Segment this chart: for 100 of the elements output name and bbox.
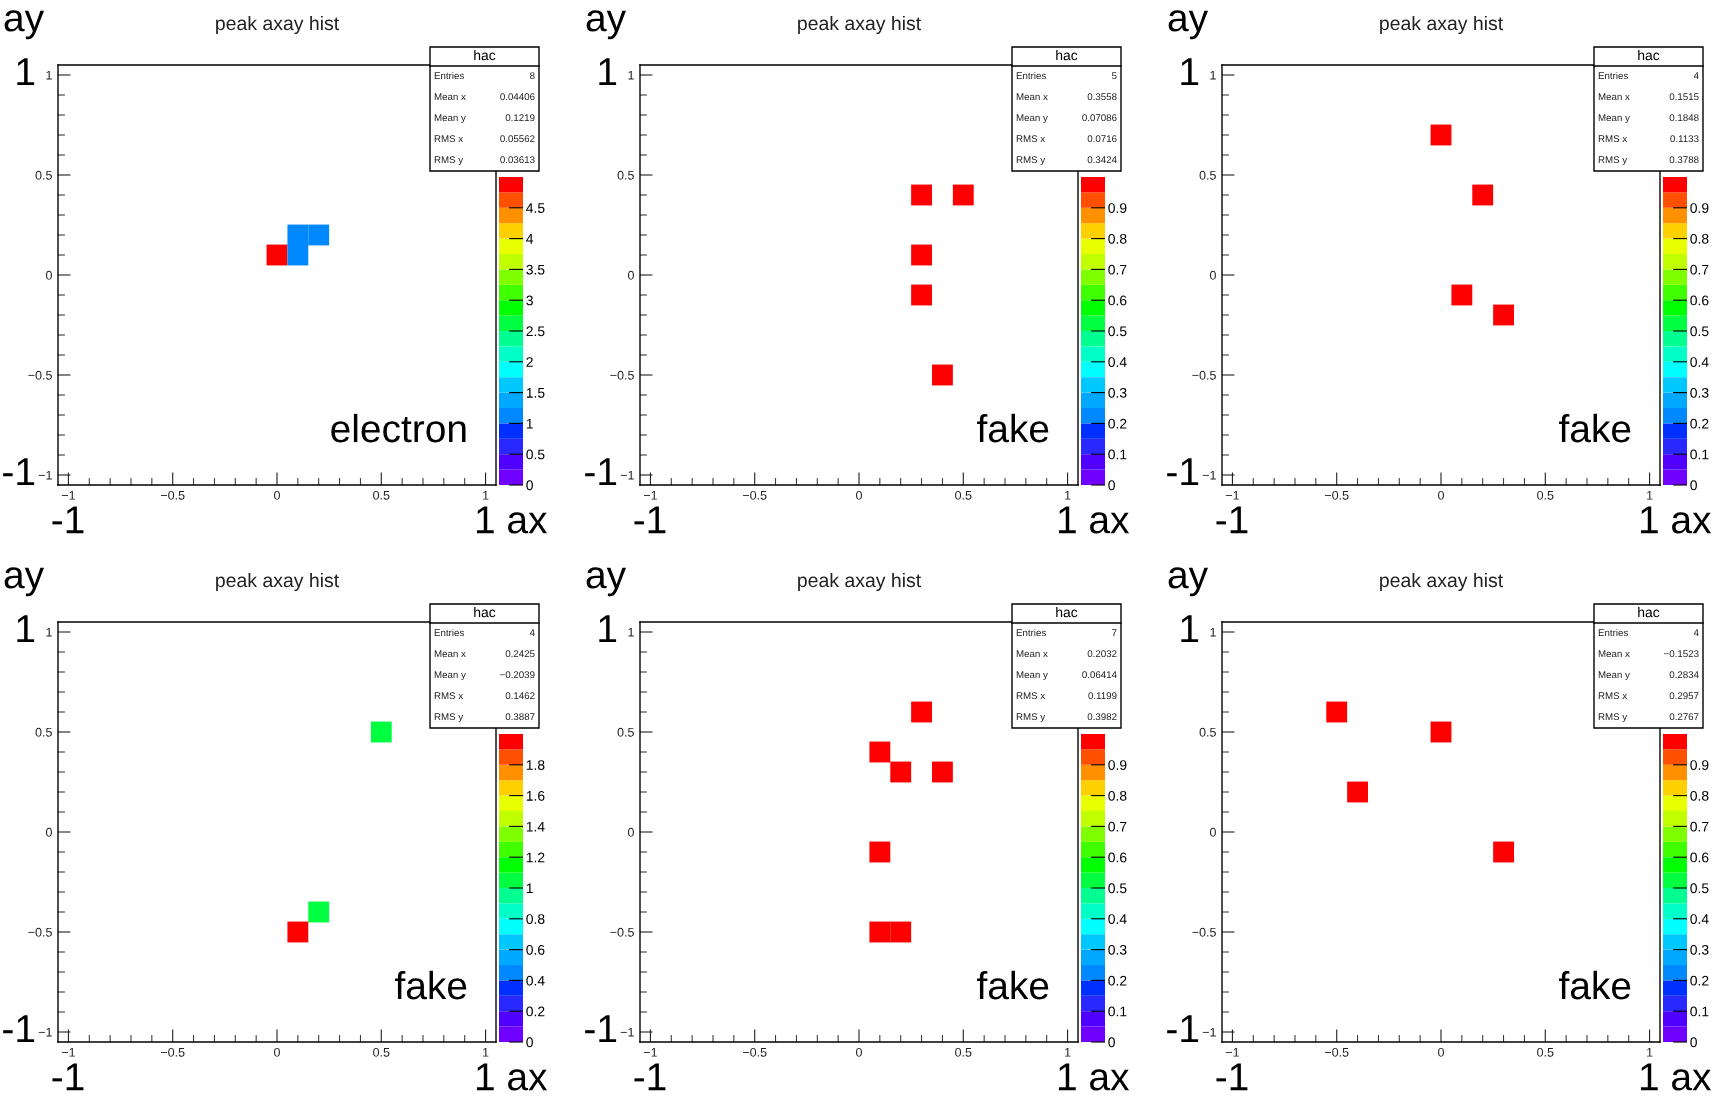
y-tick-label: 0 [45, 270, 52, 280]
text: ay [1168, 10, 1208, 40]
color-bar-label: 0.8 [1108, 233, 1127, 244]
chart-title: peak axay hist [1380, 572, 1504, 592]
y-tick-label: −0.5 [610, 927, 634, 937]
text: 0.0716 [1087, 135, 1117, 143]
color-bar-label: 3 [526, 295, 533, 306]
y-tick-label: −1 [38, 470, 52, 480]
color-bar-label: 0.6 [1690, 295, 1709, 306]
x-tick-label: −1 [1225, 1048, 1239, 1057]
annotation: Mean x [434, 650, 466, 658]
annotation: RMS x [434, 692, 464, 700]
annotation: Mean x [1016, 93, 1048, 101]
color-bar-label: 0.6 [1108, 852, 1127, 863]
color-bar-label: 0.7 [1108, 264, 1127, 275]
annotation: Entries [1016, 71, 1046, 80]
x-tick-label: −0.5 [160, 1047, 185, 1057]
color-bar-label: 0.3 [1690, 944, 1709, 955]
point [1430, 721, 1452, 743]
x-tick-label: 1 [483, 1048, 489, 1057]
color-bar-label: 1.8 [526, 760, 545, 770]
y-tick-label: 1 [46, 627, 52, 637]
y-tick-label: 0 [45, 827, 52, 837]
text: -1 [1216, 1063, 1248, 1091]
color-bar-label: 0.9 [1108, 203, 1127, 213]
color-bar-label: 3.5 [526, 264, 545, 275]
chart-title: peak axay hist [798, 15, 922, 35]
text: 0.03613 [500, 156, 535, 164]
annotation: Mean x [1016, 650, 1048, 658]
annotation: Mean y [1598, 114, 1630, 124]
text: hac [1638, 50, 1660, 61]
text: 1 ax [1058, 506, 1130, 534]
color-bar-label: 0.6 [1108, 295, 1127, 306]
color-bar-label: 0.3 [1690, 387, 1709, 398]
annotation: Mean y [1598, 671, 1630, 681]
point [911, 244, 932, 266]
chart-title: peak axay hist [216, 572, 340, 592]
color-bar-label: 1.2 [526, 852, 545, 863]
color-bar-label: 0 [1108, 1037, 1115, 1048]
color-bar-label: 0.5 [526, 449, 545, 460]
color-bar-label: 1.4 [526, 821, 545, 832]
chart-title: peak axay hist [1380, 15, 1504, 35]
point [1326, 701, 1348, 723]
text: −0.2039 [500, 671, 535, 679]
annotation: RMS x [1016, 135, 1046, 143]
x-tick-label: 0.5 [1537, 490, 1554, 500]
point [1430, 124, 1452, 146]
annotation: electron [331, 413, 466, 443]
annotation: RMS y [1598, 156, 1628, 166]
annotation: fake [1559, 970, 1631, 1000]
text: 4 [1693, 629, 1699, 637]
y-tick-label: −0.5 [610, 370, 634, 380]
point [370, 721, 392, 743]
text: -1 [1167, 1015, 1199, 1043]
y-tick-label: 0.5 [35, 727, 52, 737]
y-tick-label: −0.5 [1192, 927, 1216, 937]
color-bar-label: 0.6 [526, 944, 545, 955]
color-bar-label: 0.8 [1690, 790, 1709, 801]
y-tick-label: 0.5 [617, 727, 634, 737]
color-bar-label: 0.5 [1690, 326, 1709, 337]
y-tick-label: 0 [1209, 270, 1216, 280]
annotation: Mean y [1016, 114, 1048, 124]
text: 0.3887 [505, 713, 535, 721]
color-bar-label: 0 [526, 480, 533, 491]
y-tick-label: 0.5 [1199, 170, 1216, 180]
point [890, 921, 912, 943]
text: -1 [634, 506, 666, 534]
point [1451, 284, 1473, 306]
annotation: Mean y [1016, 671, 1048, 681]
y-tick-label: −1 [1202, 1027, 1216, 1037]
text: 0.04406 [500, 93, 535, 101]
x-tick-label: −0.5 [160, 490, 185, 500]
annotation: RMS y [1016, 713, 1046, 723]
x-tick-label: 1 [1065, 1048, 1071, 1057]
text: ay [4, 10, 44, 40]
x-tick-label: 0.5 [955, 1047, 972, 1057]
point [932, 761, 953, 783]
y-tick-label: 0 [627, 827, 634, 837]
x-tick-label: 0 [274, 1047, 280, 1057]
text: hac [1056, 50, 1078, 61]
point [308, 901, 330, 923]
point [911, 701, 932, 723]
annotation: RMS x [434, 135, 464, 143]
color-bar-label: 0.8 [526, 914, 545, 924]
text: 1 ax [1640, 1063, 1712, 1091]
text: hac [474, 607, 496, 618]
point [869, 841, 891, 863]
y-tick-label: 0 [627, 270, 634, 280]
chart-title: peak axay hist [798, 572, 922, 592]
color-bar-label: 0.7 [1108, 821, 1127, 832]
color-bar-label: 0.1 [1690, 1006, 1709, 1017]
color-bar-label: 0.4 [1690, 357, 1709, 367]
color-bar-label: 0.8 [1108, 790, 1127, 801]
color-bar-label: 0.1 [1690, 449, 1709, 460]
x-tick-label: −1 [643, 1048, 657, 1057]
text: 0.3788 [1669, 156, 1699, 164]
color-bar-label: 0.4 [1690, 914, 1709, 924]
point [932, 364, 953, 386]
text: 0.05562 [500, 135, 535, 143]
text: 0.1515 [1669, 93, 1699, 101]
